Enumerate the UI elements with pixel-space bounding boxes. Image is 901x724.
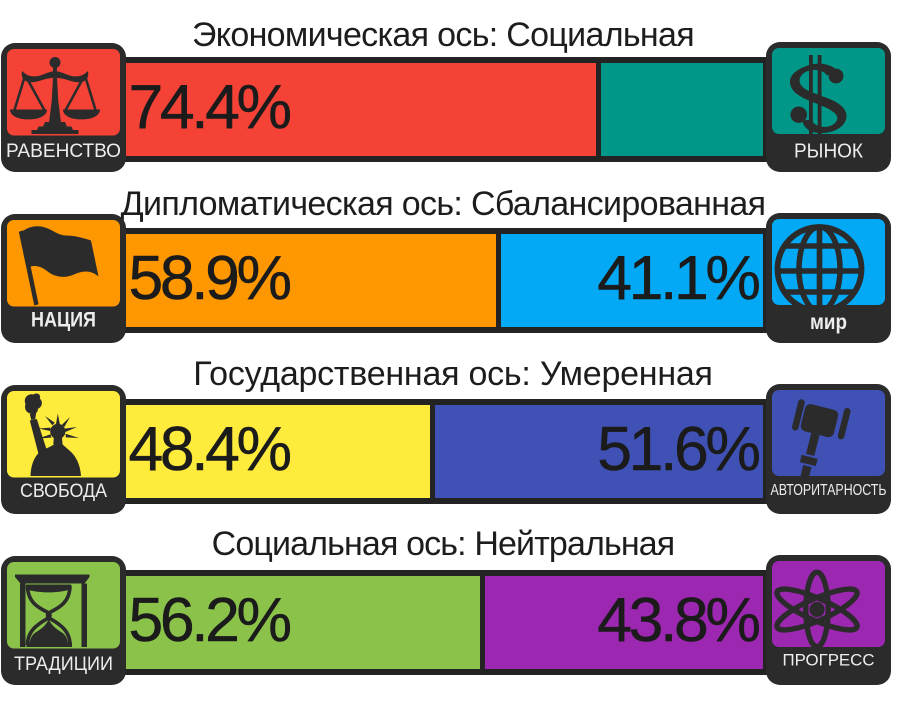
svg-text:мир: мир xyxy=(810,311,847,334)
svg-text:РАВЕНСТВО: РАВЕНСТВО xyxy=(6,140,121,162)
svg-text:РЫНОК: РЫНОК xyxy=(794,141,863,163)
svg-text:СВОБОДА: СВОБОДА xyxy=(20,480,107,502)
svg-text:АВТОРИТАРНОСТЬ: АВТОРИТАРНОСТЬ xyxy=(771,482,887,499)
svg-text:НАЦИЯ: НАЦИЯ xyxy=(31,307,96,331)
svg-text:ТРАДИЦИИ: ТРАДИЦИИ xyxy=(14,653,113,675)
svg-text:ПРОГРЕСС: ПРОГРЕСС xyxy=(783,652,875,670)
